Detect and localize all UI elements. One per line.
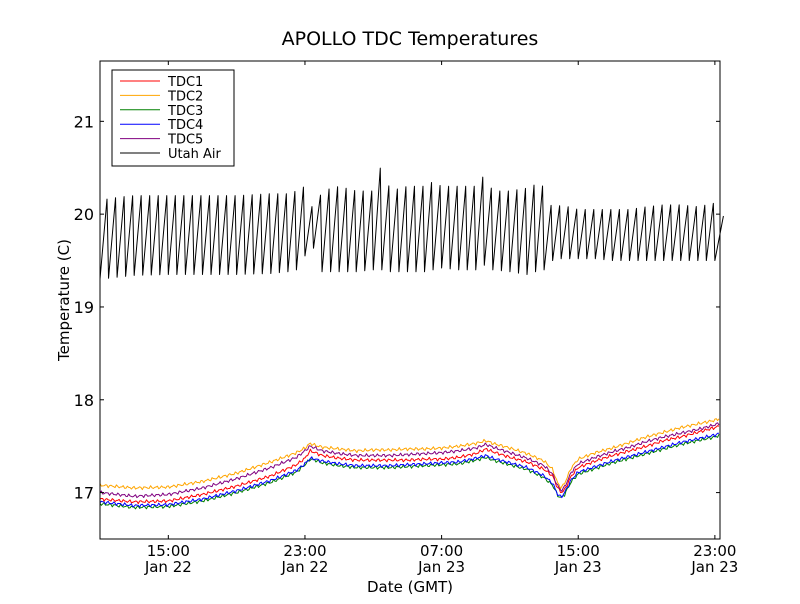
y-axis-label: Temperature (C) [55,239,73,362]
series-line-tdc1 [99,425,720,505]
chart-title: APOLLO TDC Temperatures [282,28,539,50]
legend-label-tdc2: TDC2 [167,89,203,104]
y-tick-label: 20 [74,205,94,224]
y-tick-label: 21 [74,112,94,131]
series-line-tdc5 [99,422,720,499]
y-tick-label: 17 [74,484,94,503]
x-tick-label-time: 15:00 [147,542,190,560]
y-tick-label: 18 [74,391,94,410]
x-tick-label-time: 23:00 [693,542,736,560]
series-line-tdc3 [99,433,720,510]
legend-box [111,69,235,167]
legend-label-tdc1: TDC1 [167,75,203,90]
legend-label-tdc5: TDC5 [167,133,203,148]
x-tick-label-time: 15:00 [557,542,600,560]
plot-lines [99,167,724,510]
series-line-tdc2 [99,418,720,491]
legend-label-utah-air: Utah Air [168,147,221,162]
y-tick-label: 19 [74,298,94,317]
legend-label-tdc4: TDC4 [167,118,203,133]
x-tick-label-date: Jan 23 [554,558,602,576]
x-tick-label-date: Jan 23 [690,558,738,576]
x-tick-label-date: Jan 22 [144,558,192,576]
x-tick-label-time: 07:00 [420,542,463,560]
series-line-tdc4 [99,432,720,508]
x-axis-label: Date (GMT) [367,578,453,596]
x-tick-label-time: 23:00 [283,542,326,560]
legend-label-tdc3: TDC3 [167,104,203,119]
x-tick-label-date: Jan 22 [280,558,328,576]
plot-frame [99,60,721,540]
y-axis: 17 18 19 20 21 [74,112,720,503]
x-tick-label-date: Jan 23 [417,558,465,576]
series-line-utah-air [99,167,724,280]
